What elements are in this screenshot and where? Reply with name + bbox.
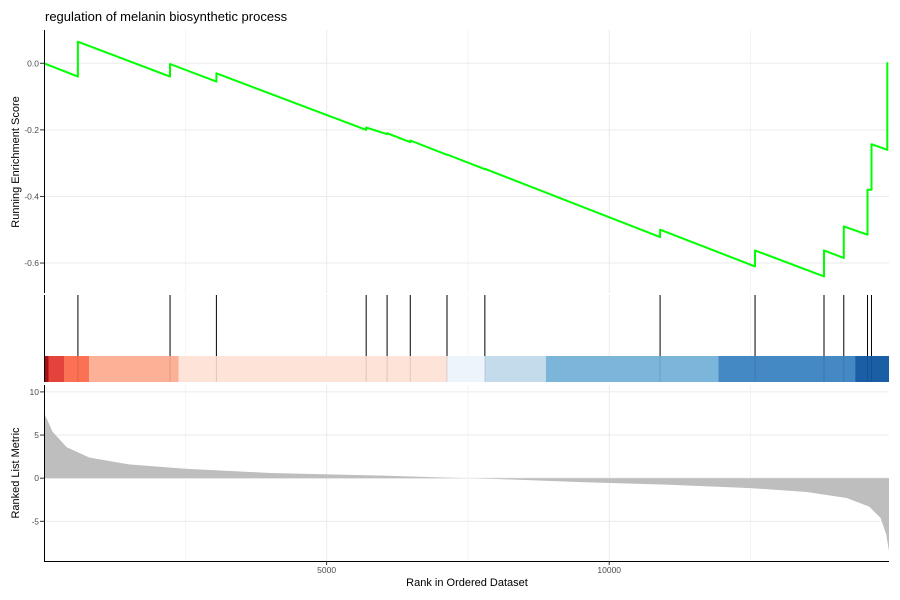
gene-hit-marks	[77, 295, 872, 356]
y-tick-label: -0.4	[24, 191, 39, 201]
y-tick-label: 0.0	[27, 58, 39, 68]
ranked-metric-panel: 10 5 0 -5 5000 10000	[30, 385, 889, 575]
rank-band	[48, 356, 65, 382]
ranked-metric-y-ticks: 10 5 0 -5	[30, 387, 44, 526]
ranked-list-metric-area	[44, 412, 889, 552]
gene-hit-panel	[44, 295, 889, 382]
rank-band	[447, 356, 485, 382]
rank-color-bands	[44, 356, 889, 382]
y-tick-label: -0.6	[24, 258, 39, 268]
running-enrichment-score-line	[43, 40, 889, 278]
x-axis-ticks: 5000 10000	[317, 561, 621, 575]
rank-band	[545, 356, 719, 382]
running-score-panel: 0.0 -0.2 -0.4 -0.6	[24, 30, 889, 293]
rank-band	[64, 356, 90, 382]
rank-band	[44, 356, 49, 382]
rank-band	[178, 356, 448, 382]
ranked-metric-y-axis-title: Ranked List Metric	[10, 427, 22, 519]
y-tick-label: -5	[31, 516, 39, 526]
y-tick-label: -0.2	[24, 125, 39, 135]
x-tick-label: 5000	[317, 565, 336, 575]
rank-band	[718, 356, 856, 382]
rank-band	[89, 356, 179, 382]
chart-title: regulation of melanin biosynthetic proce…	[45, 9, 288, 24]
rank-band	[484, 356, 546, 382]
y-tick-label: 5	[34, 430, 39, 440]
running-score-y-ticks: 0.0 -0.2 -0.4 -0.6	[24, 58, 44, 268]
x-axis-title: Rank in Ordered Dataset	[406, 577, 528, 589]
rank-band	[855, 356, 889, 382]
running-score-y-axis-title: Running Enrichment Score	[10, 96, 22, 227]
y-tick-label: 0	[34, 473, 39, 483]
x-tick-label: 10000	[597, 565, 621, 575]
y-tick-label: 10	[30, 387, 40, 397]
